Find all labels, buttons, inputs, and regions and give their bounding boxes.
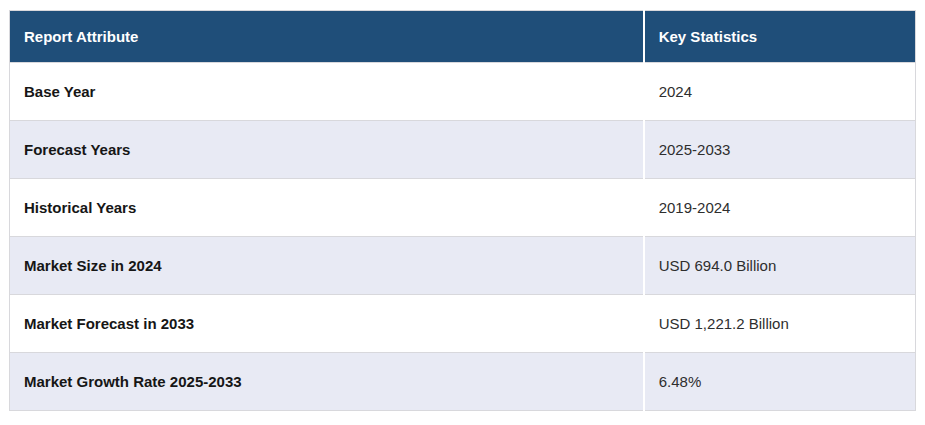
value-cell-historical-years: 2019-2024 — [644, 179, 916, 237]
table-header-row: Report Attribute Key Statistics — [10, 11, 916, 63]
value-cell-forecast-years: 2025-2033 — [644, 121, 916, 179]
attribute-cell-historical-years: Historical Years — [10, 179, 644, 237]
table-row: Forecast Years 2025-2033 — [10, 121, 916, 179]
attribute-cell-base-year: Base Year — [10, 63, 644, 121]
attribute-cell-growth-rate: Market Growth Rate 2025-2033 — [10, 353, 644, 411]
table-row: Market Forecast in 2033 USD 1,221.2 Bill… — [10, 295, 916, 353]
value-cell-growth-rate: 6.48% — [644, 353, 916, 411]
attribute-cell-market-size: Market Size in 2024 — [10, 237, 644, 295]
table-row: Market Growth Rate 2025-2033 6.48% — [10, 353, 916, 411]
column-header-key-statistics: Key Statistics — [644, 11, 916, 63]
attribute-cell-forecast-years: Forecast Years — [10, 121, 644, 179]
report-attributes-table: Report Attribute Key Statistics Base Yea… — [9, 10, 916, 411]
value-cell-market-forecast: USD 1,221.2 Billion — [644, 295, 916, 353]
attribute-cell-market-forecast: Market Forecast in 2033 — [10, 295, 644, 353]
report-attributes-table-wrapper: Report Attribute Key Statistics Base Yea… — [0, 0, 925, 421]
column-header-report-attribute: Report Attribute — [10, 11, 644, 63]
value-cell-market-size: USD 694.0 Billion — [644, 237, 916, 295]
table-row: Base Year 2024 — [10, 63, 916, 121]
table-row: Historical Years 2019-2024 — [10, 179, 916, 237]
value-cell-base-year: 2024 — [644, 63, 916, 121]
table-row: Market Size in 2024 USD 694.0 Billion — [10, 237, 916, 295]
